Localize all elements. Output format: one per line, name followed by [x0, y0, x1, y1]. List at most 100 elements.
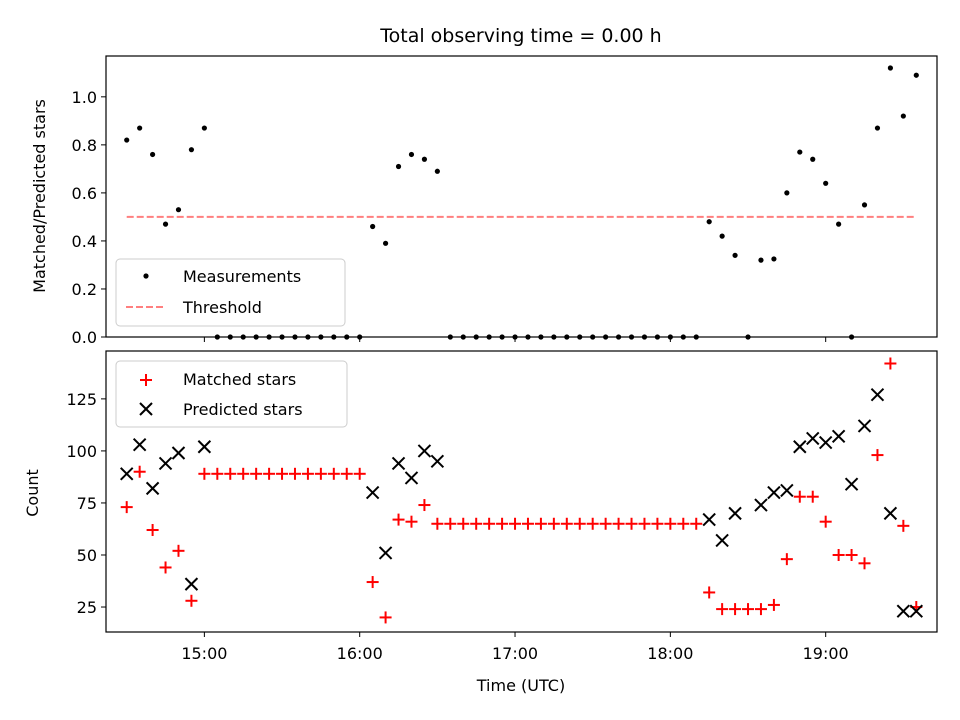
- predicted-star-point: [132, 437, 147, 452]
- matched-star-point: [586, 517, 599, 530]
- matched-star-point: [431, 517, 444, 530]
- measurement-point: [421, 156, 428, 162]
- bottom-x-ticks: 15:00 16:00 17:00 18:00 19:00: [181, 632, 849, 663]
- top-y-tick-label: 0.6: [72, 184, 97, 203]
- measurement-point: [732, 252, 738, 258]
- bottom-y-tick-label: 25: [77, 598, 97, 617]
- top-y-axis-label: Matched/Predicted stars: [30, 99, 49, 293]
- matched-star-point: [288, 467, 301, 480]
- predicted-star-point: [831, 429, 846, 444]
- matched-star-point: [884, 357, 897, 370]
- measurement-point: [149, 151, 156, 158]
- bottom-data-marks: [120, 357, 923, 624]
- predicted-star-point: [728, 506, 742, 521]
- matched-star-point: [521, 517, 534, 530]
- measurement-point: [434, 168, 440, 174]
- measurement-point: [874, 125, 881, 131]
- predicted-star-point: [844, 477, 859, 491]
- measurement-point: [823, 180, 829, 186]
- bottom-x-tick-label: 15:00: [181, 644, 227, 663]
- top-y-ticks: 0.0 0.2 0.4 0.6 0.8 1.0: [72, 88, 106, 347]
- matched-star-point: [340, 467, 353, 480]
- chart-title: Total observing time = 0.00 h: [379, 25, 661, 47]
- legend-threshold-label: Threshold: [182, 298, 262, 317]
- bottom-x-tick-label: 19:00: [803, 644, 849, 663]
- matched-star-point: [133, 465, 146, 478]
- legend-predicted-label: Predicted stars: [183, 400, 303, 419]
- measurement-point: [861, 202, 868, 208]
- matched-star-point: [185, 594, 198, 607]
- top-x-ticks: [203, 337, 827, 342]
- measurement-point: [719, 233, 725, 239]
- matched-star-point: [690, 517, 703, 530]
- measurement-point: [900, 113, 906, 119]
- top-data-marks: [124, 65, 919, 340]
- predicted-star-point: [158, 456, 173, 471]
- predicted-star-point: [767, 485, 781, 500]
- matched-star-point: [483, 517, 496, 530]
- measurement-point: [706, 219, 712, 225]
- matched-star-point: [638, 517, 651, 530]
- measurement-point: [382, 240, 389, 246]
- matched-star-point: [379, 611, 392, 624]
- measurement-point: [836, 221, 842, 227]
- legend-measurements-marker: [143, 273, 149, 279]
- matched-star-point: [470, 517, 483, 530]
- matched-star-point: [496, 517, 509, 530]
- predicted-star-point: [793, 440, 807, 454]
- measurement-point: [887, 65, 894, 71]
- matched-star-point: [198, 467, 211, 480]
- matched-star-point: [405, 515, 418, 528]
- bottom-y-tick-label: 75: [77, 494, 97, 513]
- predicted-star-point: [404, 471, 419, 485]
- top-legend: Measurements Threshold: [115, 258, 346, 327]
- matched-star-point: [625, 517, 638, 530]
- matched-star-point: [250, 467, 263, 480]
- matched-star-point: [573, 517, 586, 530]
- top-y-tick-label: 0.8: [72, 136, 97, 155]
- measurement-point: [370, 223, 376, 230]
- measurement-point: [758, 257, 764, 263]
- bottom-legend: Matched stars Predicted stars: [115, 360, 348, 428]
- matched-star-point: [301, 467, 314, 480]
- ratio-panel: Total observing time = 0.00 h Matched/Pr…: [30, 25, 938, 347]
- matched-star-point: [392, 513, 405, 526]
- measurement-point: [784, 190, 790, 196]
- bottom-y-axis-label: Count: [23, 469, 42, 517]
- predicted-star-point: [197, 440, 212, 454]
- predicted-star-point: [702, 512, 716, 527]
- measurement-point: [771, 256, 777, 262]
- matched-star-point: [211, 467, 224, 480]
- predicted-star-point: [171, 446, 186, 460]
- bottom-y-tick-label: 100: [66, 442, 97, 461]
- matched-star-point: [754, 603, 767, 616]
- matched-star-point: [534, 517, 547, 530]
- predicted-star-point: [417, 444, 432, 458]
- measurement-point: [124, 137, 130, 143]
- predicted-star-point: [430, 454, 445, 469]
- top-y-tick-label: 0.0: [72, 328, 97, 347]
- matched-star-point: [858, 557, 871, 570]
- predicted-star-point: [391, 456, 406, 471]
- legend-predicted-marker: [139, 402, 153, 416]
- measurement-point: [797, 149, 803, 155]
- top-y-tick-label: 0.2: [72, 280, 97, 299]
- legend-matched-marker: [140, 374, 152, 386]
- matched-star-point: [845, 548, 858, 561]
- measurement-point: [810, 156, 816, 162]
- measurement-point: [188, 147, 195, 153]
- predicted-star-point: [145, 481, 160, 496]
- matched-star-point: [547, 517, 560, 530]
- matched-star-point: [146, 524, 159, 537]
- measurement-point: [137, 125, 143, 131]
- matched-star-point: [806, 490, 819, 503]
- top-y-tick-label: 0.4: [72, 232, 97, 251]
- matched-star-point: [457, 517, 470, 530]
- bottom-x-tick-label: 17:00: [492, 644, 538, 663]
- matched-star-point: [237, 467, 250, 480]
- bottom-x-tick-label: 16:00: [337, 644, 383, 663]
- bottom-legend-box: [115, 360, 348, 428]
- matched-star-point: [832, 548, 845, 561]
- predicted-star-point: [883, 506, 898, 521]
